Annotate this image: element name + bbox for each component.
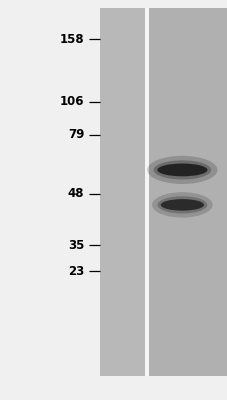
- Bar: [100, 8, 144, 376]
- Ellipse shape: [147, 156, 217, 184]
- Ellipse shape: [157, 164, 207, 176]
- Ellipse shape: [153, 160, 210, 180]
- Text: 48: 48: [68, 187, 84, 200]
- Ellipse shape: [160, 199, 203, 211]
- Text: 23: 23: [68, 265, 84, 278]
- Ellipse shape: [157, 196, 206, 214]
- Ellipse shape: [151, 192, 212, 218]
- Bar: [148, 8, 227, 376]
- Bar: [144, 8, 148, 376]
- Text: 106: 106: [60, 95, 84, 108]
- Text: 79: 79: [68, 128, 84, 142]
- Text: 35: 35: [68, 239, 84, 252]
- Text: 158: 158: [59, 33, 84, 46]
